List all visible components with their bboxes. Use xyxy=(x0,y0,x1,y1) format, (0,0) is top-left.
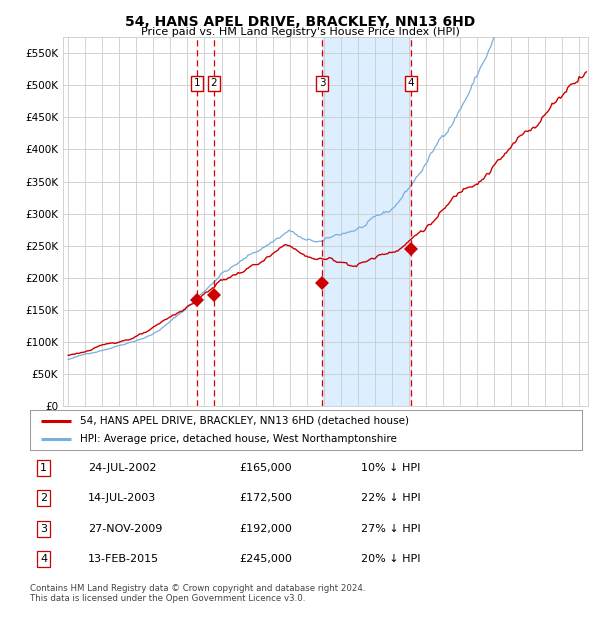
Text: 27% ↓ HPI: 27% ↓ HPI xyxy=(361,524,421,534)
Text: 3: 3 xyxy=(40,524,47,534)
Text: £245,000: £245,000 xyxy=(240,554,293,564)
Text: 54, HANS APEL DRIVE, BRACKLEY, NN13 6HD: 54, HANS APEL DRIVE, BRACKLEY, NN13 6HD xyxy=(125,16,475,30)
Text: Price paid vs. HM Land Registry's House Price Index (HPI): Price paid vs. HM Land Registry's House … xyxy=(140,27,460,37)
Text: 4: 4 xyxy=(40,554,47,564)
Text: 13-FEB-2015: 13-FEB-2015 xyxy=(88,554,159,564)
Bar xyxy=(322,37,411,406)
Text: £165,000: £165,000 xyxy=(240,463,292,473)
Text: £192,000: £192,000 xyxy=(240,524,293,534)
Text: 1: 1 xyxy=(194,78,200,88)
Text: 3: 3 xyxy=(319,78,326,88)
Text: 20% ↓ HPI: 20% ↓ HPI xyxy=(361,554,421,564)
Text: 54, HANS APEL DRIVE, BRACKLEY, NN13 6HD (detached house): 54, HANS APEL DRIVE, BRACKLEY, NN13 6HD … xyxy=(80,416,409,426)
Text: 4: 4 xyxy=(408,78,415,88)
Text: 24-JUL-2002: 24-JUL-2002 xyxy=(88,463,157,473)
Text: 10% ↓ HPI: 10% ↓ HPI xyxy=(361,463,421,473)
Text: £172,500: £172,500 xyxy=(240,494,293,503)
Text: 27-NOV-2009: 27-NOV-2009 xyxy=(88,524,163,534)
Text: 1: 1 xyxy=(40,463,47,473)
Text: 22% ↓ HPI: 22% ↓ HPI xyxy=(361,494,421,503)
Text: 2: 2 xyxy=(211,78,217,88)
Text: Contains HM Land Registry data © Crown copyright and database right 2024.
This d: Contains HM Land Registry data © Crown c… xyxy=(30,584,365,603)
Text: 14-JUL-2003: 14-JUL-2003 xyxy=(88,494,156,503)
Text: HPI: Average price, detached house, West Northamptonshire: HPI: Average price, detached house, West… xyxy=(80,434,397,444)
Text: 2: 2 xyxy=(40,494,47,503)
